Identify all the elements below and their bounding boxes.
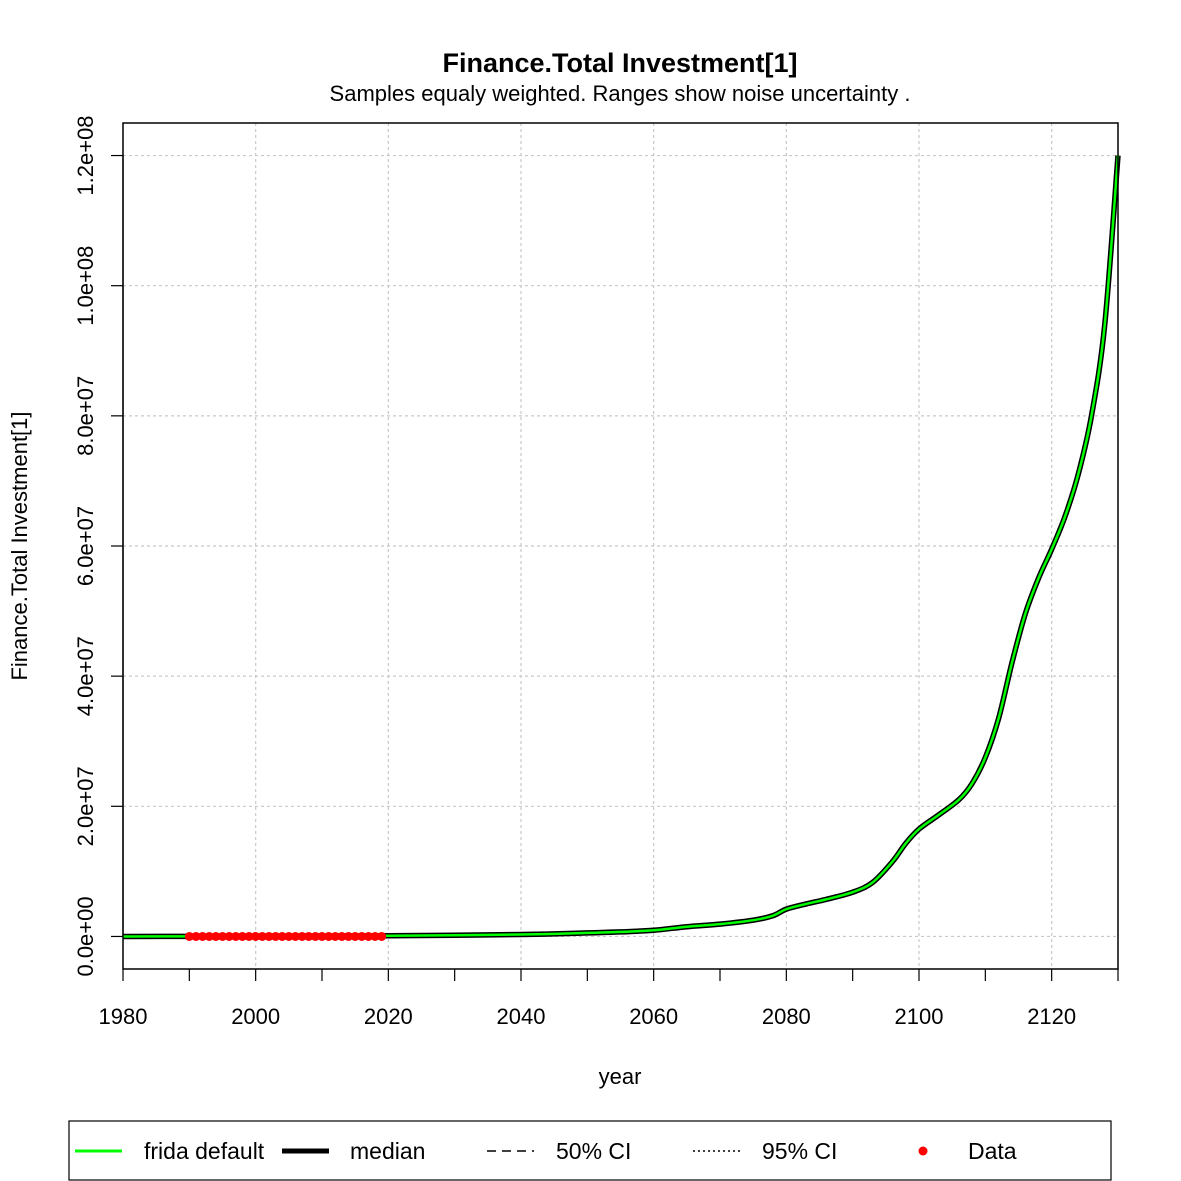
data-point	[271, 931, 281, 941]
y-tick-label: 2.0e+07	[73, 766, 98, 846]
legend-key-data	[918, 1146, 928, 1156]
y-tick-label: 0.0e+00	[73, 896, 98, 976]
y-tick-label: 1.2e+08	[73, 115, 98, 195]
data-point	[204, 931, 214, 941]
data-point	[198, 931, 208, 941]
data-point	[231, 931, 241, 941]
x-tick-label: 2040	[497, 1004, 546, 1029]
chart-subtitle: Samples equaly weighted. Ranges show noi…	[330, 81, 911, 106]
x-tick-label: 2080	[762, 1004, 811, 1029]
grid	[122, 123, 1118, 969]
x-tick-label: 2020	[364, 1004, 413, 1029]
plot-frame	[122, 122, 1119, 970]
legend-label-frida-default: frida default	[144, 1138, 265, 1164]
x-tick-label: 2100	[895, 1004, 944, 1029]
data-point	[297, 931, 307, 941]
legend-label-data: Data	[968, 1138, 1017, 1164]
y-tick-label: 1.0e+08	[73, 246, 98, 326]
data-point	[244, 931, 254, 941]
data-point	[357, 931, 367, 941]
x-axis: 1980 2000 2020 2040 2060 2080 2100 2120	[99, 969, 1119, 1029]
legend-label-median: median	[350, 1138, 425, 1164]
legend: frida default median 50% CI 95% CI Data	[68, 1120, 1112, 1181]
data-point	[363, 931, 373, 941]
chart-title: Finance.Total Investment[1]	[442, 48, 797, 78]
data-point	[277, 931, 287, 941]
data-point	[257, 931, 267, 941]
data-point	[218, 931, 227, 941]
y-tick-label: 4.0e+07	[73, 636, 98, 716]
y-axis: 0.0e+00 2.0e+07 4.0e+07 6.0e+07 8.0e+07 1.0e+…	[73, 115, 124, 977]
x-tick-label: 2120	[1027, 1004, 1076, 1029]
data-point	[337, 931, 347, 941]
data-point	[284, 931, 294, 941]
series-line-median	[122, 155, 1121, 940]
plot-area	[122, 155, 1121, 941]
series-line-frida-default	[122, 155, 1120, 938]
y-axis-label: Finance.Total Investment[1]	[7, 411, 32, 680]
y-tick-label: 6.0e+07	[73, 506, 98, 586]
x-tick-label: 1980	[99, 1004, 148, 1029]
data-point	[224, 931, 234, 941]
legend-label-50ci: 50% CI	[556, 1138, 631, 1164]
data-point	[191, 931, 201, 941]
data-point	[317, 931, 327, 941]
legend-label-95ci: 95% CI	[762, 1138, 837, 1164]
data-point	[237, 931, 247, 941]
x-tick-label: 2060	[629, 1004, 678, 1029]
data-point	[310, 931, 320, 941]
data-point	[377, 931, 387, 941]
data-point	[211, 931, 221, 941]
data-point	[264, 931, 274, 941]
data-point	[251, 931, 261, 941]
y-tick-label: 8.0e+07	[73, 376, 98, 456]
x-axis-label: year	[599, 1064, 642, 1089]
x-tick-label: 2000	[231, 1004, 280, 1029]
data-point	[324, 931, 334, 941]
data-point	[330, 931, 340, 941]
data-point	[370, 931, 380, 941]
data-point	[290, 931, 300, 941]
data-point	[344, 931, 354, 941]
legend-box	[68, 1120, 1112, 1181]
data-point	[304, 931, 314, 941]
data-point	[350, 931, 360, 941]
data-point	[184, 931, 194, 941]
